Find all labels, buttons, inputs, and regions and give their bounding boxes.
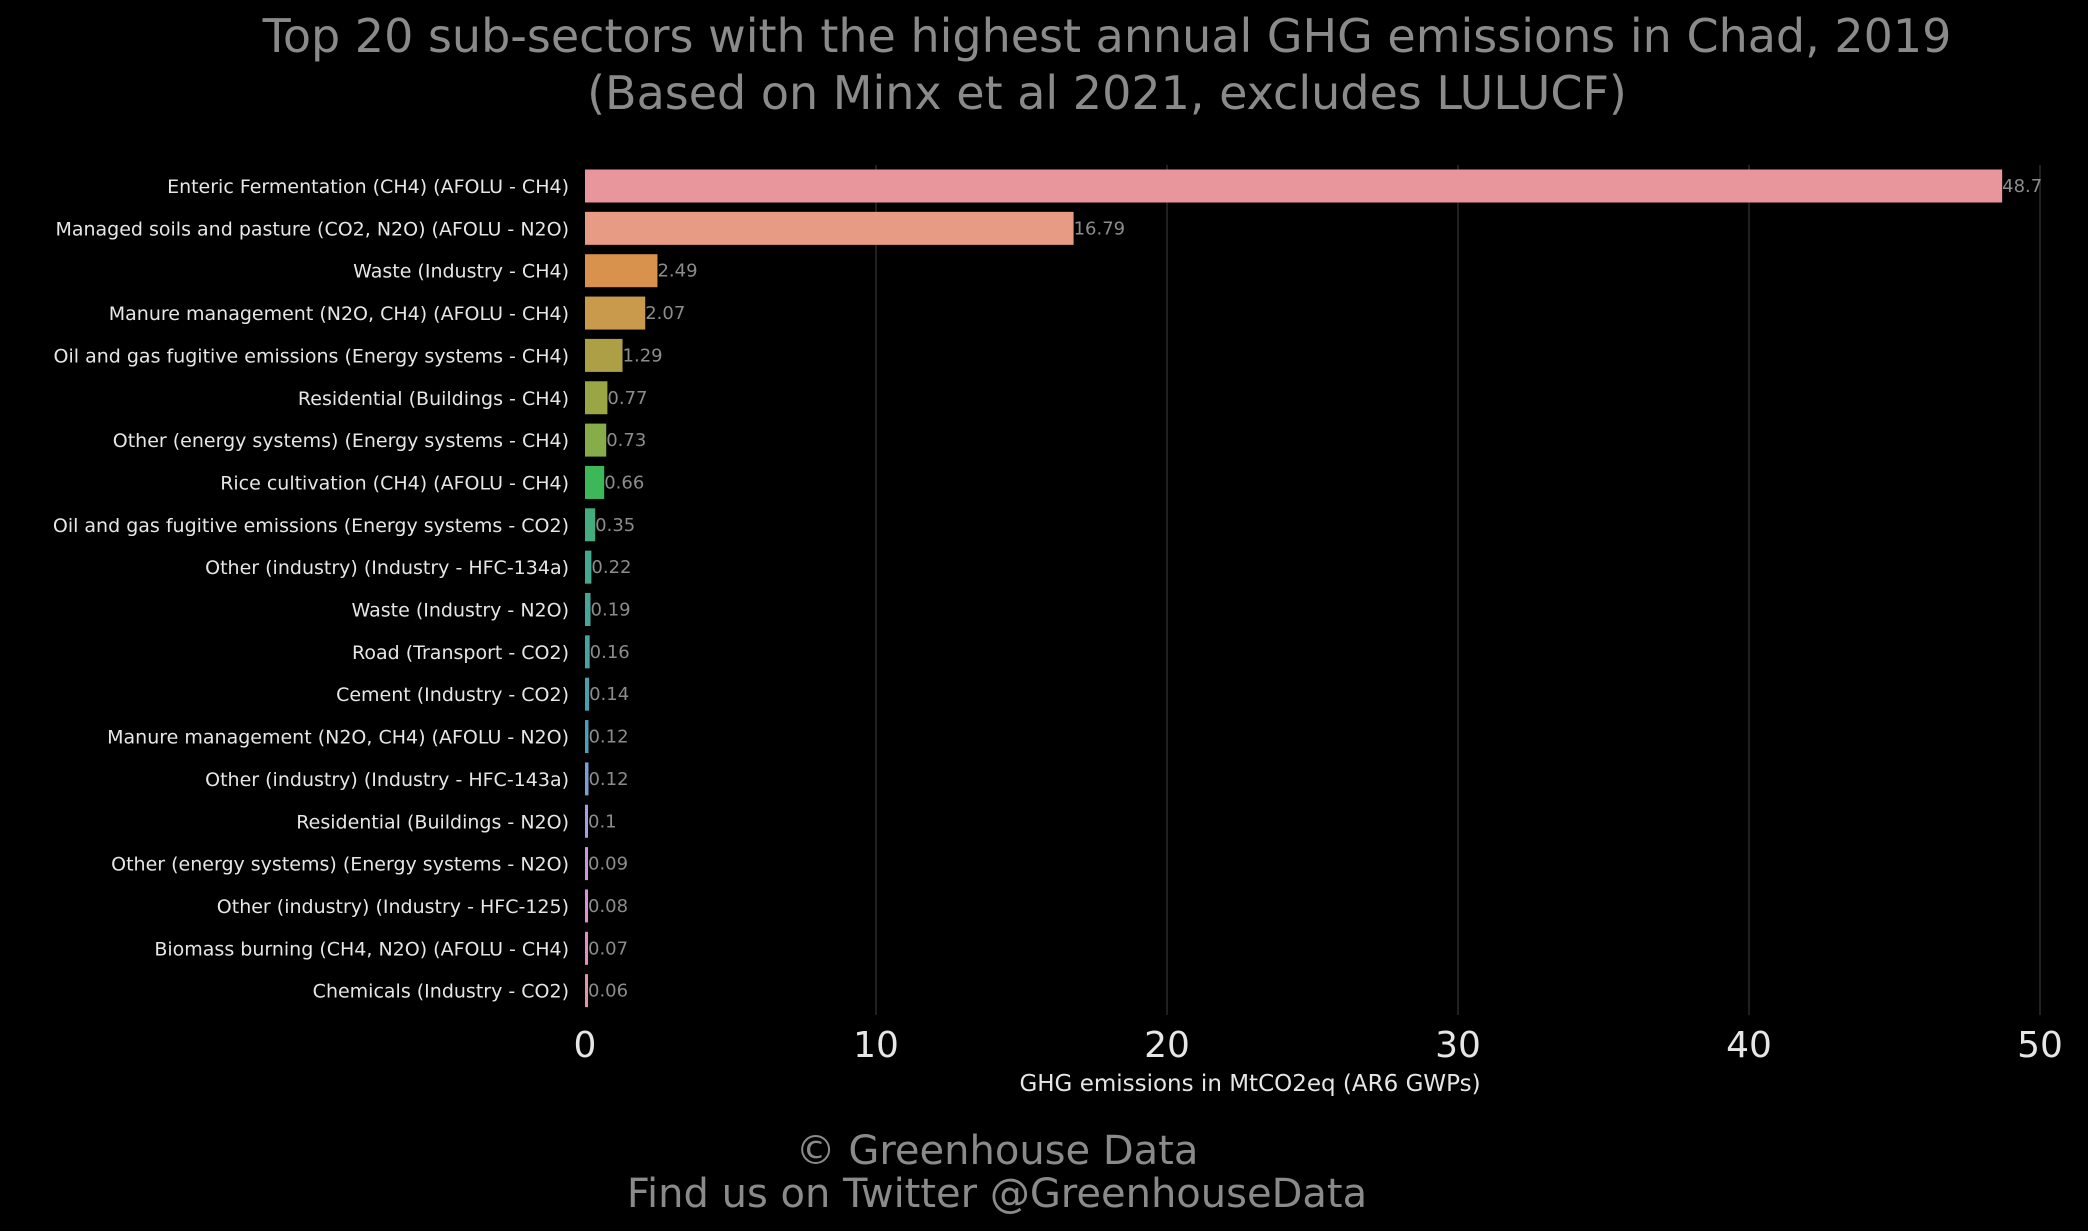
value-label: 2.07 xyxy=(645,303,685,324)
x-tick-label: 20 xyxy=(1144,1025,1190,1066)
bar xyxy=(585,635,590,669)
x-tick-label: 50 xyxy=(2017,1025,2063,1066)
footer-copyright: © Greenhouse Data xyxy=(796,1128,1199,1174)
footer-twitter: Find us on Twitter @GreenhouseData xyxy=(627,1171,1367,1217)
bar xyxy=(585,423,607,457)
category-labels: Enteric Fermentation (CH4) (AFOLU - CH4)… xyxy=(53,176,569,1003)
bar xyxy=(585,169,2003,203)
bar xyxy=(585,974,588,1008)
value-label: 1.29 xyxy=(623,345,663,366)
value-label: 0.77 xyxy=(607,388,647,409)
category-label: Other (industry) (Industry - HFC-134a) xyxy=(205,557,569,579)
category-label: Cement (Industry - CO2) xyxy=(336,684,569,706)
category-label: Residential (Buildings - CH4) xyxy=(298,388,569,410)
category-label: Road (Transport - CO2) xyxy=(352,642,569,664)
bar xyxy=(585,677,590,711)
value-label: 0.22 xyxy=(591,557,631,578)
value-label: 0.14 xyxy=(589,684,629,705)
value-label: 0.19 xyxy=(591,600,631,621)
category-label: Other (industry) (Industry - HFC-125) xyxy=(217,896,569,918)
category-label: Other (energy systems) (Energy systems -… xyxy=(113,430,569,452)
value-label: 0.07 xyxy=(588,938,628,959)
bar xyxy=(585,211,1074,245)
bar xyxy=(585,931,588,965)
bar xyxy=(585,381,608,415)
x-tick-label: 40 xyxy=(1726,1025,1772,1066)
bar xyxy=(585,762,589,796)
bar xyxy=(585,338,623,372)
value-label: 2.49 xyxy=(657,261,697,282)
category-label: Managed soils and pasture (CO2, N2O) (AF… xyxy=(55,218,569,240)
value-label: 0.08 xyxy=(588,896,628,917)
value-label: 0.66 xyxy=(604,472,644,493)
category-label: Manure management (N2O, CH4) (AFOLU - N2… xyxy=(107,727,569,749)
value-label: 0.35 xyxy=(595,515,635,536)
category-label: Waste (Industry - CH4) xyxy=(353,261,569,283)
category-label: Rice cultivation (CH4) (AFOLU - CH4) xyxy=(220,472,569,494)
category-label: Enteric Fermentation (CH4) (AFOLU - CH4) xyxy=(167,176,569,198)
bars xyxy=(585,169,2003,1008)
bar xyxy=(585,550,592,584)
chart-subtitle: (Based on Minx et al 2021, excludes LULU… xyxy=(587,66,1627,120)
value-label: 0.12 xyxy=(588,727,628,748)
category-label: Residential (Buildings - N2O) xyxy=(296,811,569,833)
value-label: 16.79 xyxy=(1074,218,1126,239)
bar xyxy=(585,465,605,499)
value-labels: 48.7 16.79 2.49 2.07 1.29 0.77 0.73 0.66 0.35 0.2… xyxy=(588,176,2042,1002)
bar xyxy=(585,593,591,626)
value-label: 48.7 xyxy=(2002,176,2042,197)
value-label: 0.1 xyxy=(588,811,617,832)
x-axis-title: GHG emissions in MtCO2eq (AR6 GWPs) xyxy=(1019,1071,1480,1097)
category-label: Other (industry) (Industry - HFC-143a) xyxy=(205,769,569,791)
chart-title: Top 20 sub-sectors with the highest annu… xyxy=(262,9,1952,63)
x-axis-ticks: 0 10 20 30 40 50 xyxy=(574,1025,2063,1066)
value-label: 0.06 xyxy=(588,981,628,1002)
category-label: Other (energy systems) (Energy systems -… xyxy=(111,854,569,876)
x-tick-label: 10 xyxy=(853,1025,899,1066)
bar xyxy=(585,508,596,542)
category-label: Oil and gas fugitive emissions (Energy s… xyxy=(54,345,569,367)
value-label: 0.12 xyxy=(588,769,628,790)
value-label: 0.16 xyxy=(590,642,630,663)
x-tick-label: 0 xyxy=(574,1025,597,1066)
x-tick-label: 30 xyxy=(1435,1025,1481,1066)
category-label: Manure management (N2O, CH4) (AFOLU - CH… xyxy=(109,303,569,325)
bar xyxy=(585,847,588,881)
category-label: Waste (Industry - N2O) xyxy=(352,600,569,622)
bar xyxy=(585,804,588,838)
bar xyxy=(585,254,658,288)
grid-lines xyxy=(875,165,2041,1015)
bar xyxy=(585,720,589,754)
category-label: Biomass burning (CH4, N2O) (AFOLU - CH4) xyxy=(154,938,569,960)
bar xyxy=(585,889,588,923)
category-label: Oil and gas fugitive emissions (Energy s… xyxy=(53,515,569,537)
category-label: Chemicals (Industry - CO2) xyxy=(313,981,569,1003)
value-label: 0.73 xyxy=(606,430,646,451)
bar xyxy=(585,296,646,330)
value-label: 0.09 xyxy=(588,854,628,875)
